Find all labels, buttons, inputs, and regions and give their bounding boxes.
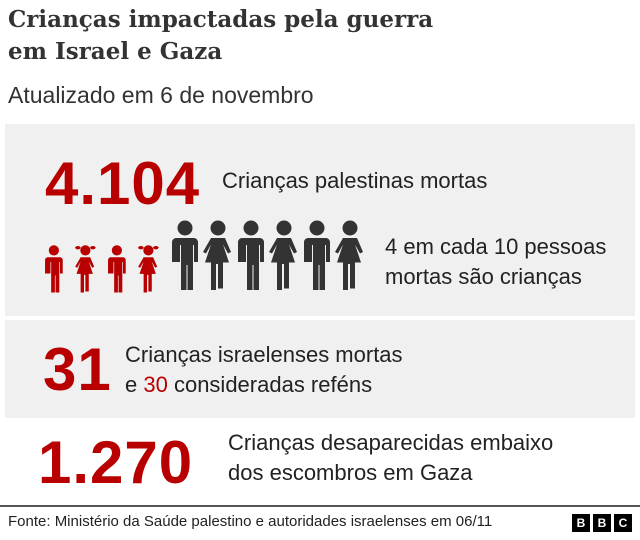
stat-number: 4.104	[45, 150, 201, 217]
stat-label-line-1: Crianças israelenses mortas	[125, 342, 403, 367]
subtitle: Atualizado em 6 de novembro	[8, 82, 314, 108]
ratio-line-1: 4 em cada 10 pessoas	[385, 234, 607, 259]
stat-label-line-2: e 30 consideradas reféns	[125, 370, 372, 400]
label-text: e	[125, 372, 144, 397]
title-line-1: Crianças impactadas pela guerra	[8, 6, 434, 33]
man-icon	[304, 220, 330, 290]
ratio-line-2: mortas são crianças	[385, 264, 582, 289]
girl-icon	[138, 245, 159, 293]
page-title: Crianças impactadas pela guerra em Israe…	[8, 4, 568, 68]
logo-letter: B	[572, 514, 590, 532]
woman-icon	[203, 220, 231, 290]
panel-israeli-children: 31 Crianças israelenses mortas e 30 cons…	[5, 320, 635, 418]
logo-letter: B	[593, 514, 611, 532]
bbc-logo: B B C	[572, 514, 632, 532]
footer-divider	[0, 505, 640, 507]
panel-missing-children: 1.270 Crianças desaparecidas embaixo dos…	[5, 420, 635, 502]
stat-label-line-2: dos escombros em Gaza	[228, 460, 473, 485]
stat-label-line-1: Crianças desaparecidas embaixo	[228, 430, 554, 455]
girl-icon	[75, 245, 96, 293]
people-pictogram	[45, 220, 363, 293]
title-line-2: em Israel e Gaza	[8, 38, 223, 65]
panel-palestinian-children: 4.104 Crianças palestinas mortas 4 em ca…	[5, 124, 635, 316]
stat-label: Crianças palestinas mortas	[222, 168, 488, 193]
stat-number: 31	[43, 336, 112, 403]
man-icon	[172, 220, 198, 290]
boy-icon	[45, 245, 63, 293]
hostages-number: 30	[143, 372, 168, 397]
logo-letter: C	[614, 514, 632, 532]
stat-number: 1.270	[38, 429, 194, 496]
label-text: consideradas reféns	[167, 372, 373, 397]
woman-icon	[269, 220, 297, 290]
boy-icon	[108, 245, 126, 293]
source-note: Fonte: Ministério da Saúde palestino e a…	[8, 513, 493, 530]
woman-icon	[335, 220, 363, 290]
man-icon	[238, 220, 264, 290]
